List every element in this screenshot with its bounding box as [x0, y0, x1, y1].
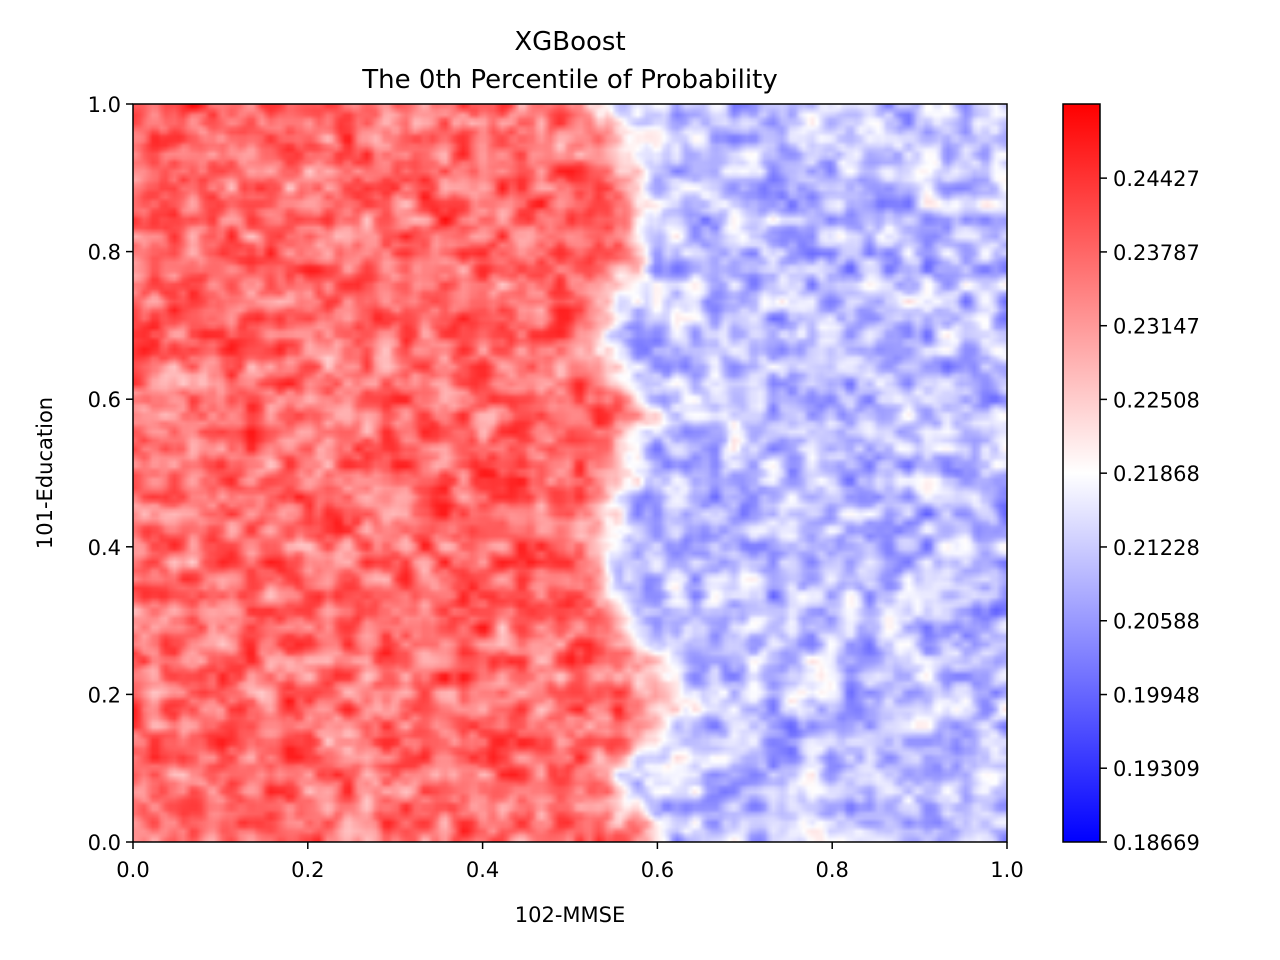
y-axis-label: 101-Education — [33, 397, 57, 549]
x-axis-ticks: 0.0 0.2 0.4 0.6 0.8 1.0 — [116, 842, 1024, 882]
x-tick-label: 0.0 — [116, 858, 149, 882]
colorbar-tick-label: 0.19309 — [1113, 757, 1200, 781]
y-tick-label: 1.0 — [88, 93, 121, 117]
y-tick-label: 0.0 — [88, 831, 121, 855]
heatmap-image — [133, 104, 1007, 842]
colorbar-ticks: 0.18669 0.19309 0.19948 0.20588 0.21228 0.218… — [1100, 167, 1200, 855]
chart-title: XGBoost — [514, 27, 625, 57]
colorbar-tick-label: 0.20588 — [1113, 610, 1200, 634]
colorbar-tick-label: 0.18669 — [1113, 831, 1200, 855]
x-tick-label: 0.8 — [815, 858, 848, 882]
y-tick-label: 0.8 — [88, 241, 121, 265]
x-axis-label: 102-MMSE — [515, 903, 626, 927]
y-tick-label: 0.4 — [88, 536, 121, 560]
y-tick-label: 0.6 — [88, 388, 121, 412]
colorbar-tick-label: 0.19948 — [1113, 684, 1200, 708]
chart-subtitle: The 0th Percentile of Probability — [361, 65, 777, 95]
colorbar-tick-label: 0.24427 — [1113, 167, 1200, 191]
colorbar-tick-label: 0.21868 — [1113, 462, 1200, 486]
y-axis-ticks: 0.0 0.2 0.4 0.6 0.8 1.0 — [88, 93, 133, 855]
y-tick-label: 0.2 — [88, 683, 121, 707]
x-tick-label: 1.0 — [990, 858, 1023, 882]
colorbar-tick-label: 0.23147 — [1113, 315, 1200, 339]
colorbar-tick-label: 0.21228 — [1113, 536, 1200, 560]
x-tick-label: 0.2 — [291, 858, 324, 882]
colorbar-tick-label: 0.23787 — [1113, 241, 1200, 265]
colorbar — [1062, 103, 1101, 843]
x-tick-label: 0.6 — [641, 858, 674, 882]
plot-frame — [132, 103, 1008, 843]
x-tick-label: 0.4 — [466, 858, 499, 882]
colorbar-tick-label: 0.22508 — [1113, 388, 1200, 412]
